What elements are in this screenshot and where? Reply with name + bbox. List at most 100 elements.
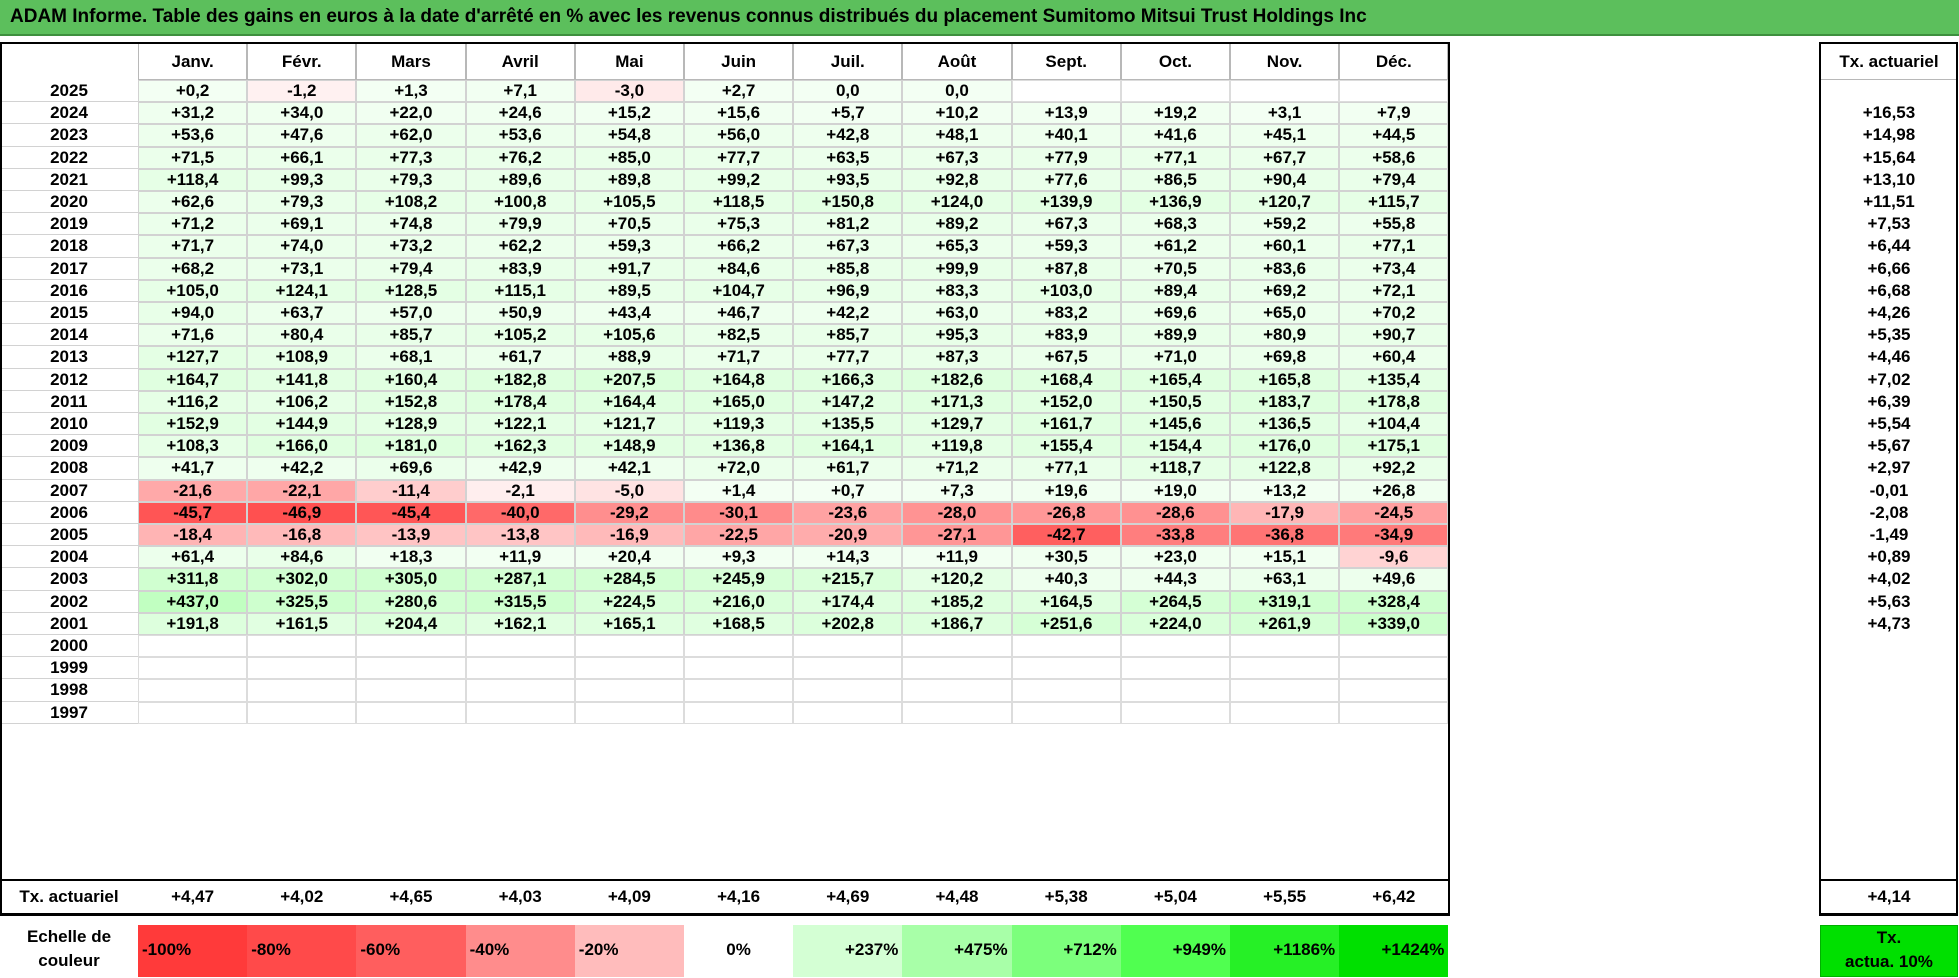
table-cell[interactable]: -3,0 bbox=[574, 80, 684, 103]
table-cell[interactable] bbox=[1120, 657, 1230, 680]
table-cell[interactable]: +61,7 bbox=[465, 346, 575, 369]
table-cell[interactable]: -20,9 bbox=[793, 524, 903, 547]
table-cell[interactable]: +65,3 bbox=[902, 235, 1012, 258]
table-cell[interactable]: +185,2 bbox=[902, 590, 1012, 613]
table-cell[interactable]: +68,2 bbox=[138, 257, 248, 280]
table-cell[interactable]: +305,0 bbox=[356, 568, 466, 591]
table-cell[interactable]: +75,3 bbox=[684, 213, 794, 236]
table-cell[interactable]: +176,0 bbox=[1230, 435, 1340, 458]
table-cell[interactable]: -9,6 bbox=[1339, 546, 1449, 569]
table-cell[interactable]: +41,6 bbox=[1120, 124, 1230, 147]
table-cell[interactable]: +144,9 bbox=[247, 413, 357, 436]
table-cell[interactable]: +216,0 bbox=[684, 590, 794, 613]
table-cell[interactable]: -11,4 bbox=[356, 479, 466, 502]
table-cell[interactable]: +42,1 bbox=[574, 457, 684, 480]
table-cell[interactable]: +77,6 bbox=[1011, 168, 1121, 191]
table-cell[interactable]: +178,4 bbox=[465, 390, 575, 413]
table-cell[interactable]: +148,9 bbox=[574, 435, 684, 458]
table-cell[interactable]: +69,8 bbox=[1230, 346, 1340, 369]
table-cell[interactable]: +115,7 bbox=[1339, 191, 1449, 214]
table-cell[interactable] bbox=[138, 679, 248, 702]
table-cell[interactable]: +90,4 bbox=[1230, 168, 1340, 191]
table-cell[interactable]: +61,4 bbox=[138, 546, 248, 569]
table-cell[interactable]: +89,2 bbox=[902, 213, 1012, 236]
table-cell[interactable]: +7,9 bbox=[1339, 102, 1449, 125]
table-cell[interactable]: +165,1 bbox=[574, 612, 684, 635]
table-cell[interactable]: +135,5 bbox=[793, 413, 903, 436]
table-cell[interactable]: +62,2 bbox=[465, 235, 575, 258]
table-cell[interactable]: +319,1 bbox=[1230, 590, 1340, 613]
table-cell[interactable]: +63,0 bbox=[902, 302, 1012, 325]
table-cell[interactable]: +73,2 bbox=[356, 235, 466, 258]
table-cell[interactable]: +71,7 bbox=[138, 235, 248, 258]
table-cell[interactable]: -26,8 bbox=[1011, 501, 1121, 524]
table-cell[interactable] bbox=[1339, 701, 1449, 724]
table-cell[interactable]: +7,1 bbox=[465, 80, 575, 103]
table-cell[interactable]: +55,8 bbox=[1339, 213, 1449, 236]
table-cell[interactable]: +108,2 bbox=[356, 191, 466, 214]
table-cell[interactable]: +14,3 bbox=[793, 546, 903, 569]
table-cell[interactable]: +139,9 bbox=[1011, 191, 1121, 214]
table-cell[interactable]: +311,8 bbox=[138, 568, 248, 591]
table-cell[interactable]: +224,0 bbox=[1120, 612, 1230, 635]
table-cell[interactable] bbox=[1011, 679, 1121, 702]
table-cell[interactable]: +45,1 bbox=[1230, 124, 1340, 147]
table-cell[interactable]: +315,5 bbox=[465, 590, 575, 613]
table-cell[interactable]: +245,9 bbox=[684, 568, 794, 591]
table-cell[interactable]: -34,9 bbox=[1339, 524, 1449, 547]
table-cell[interactable]: +147,2 bbox=[793, 390, 903, 413]
table-cell[interactable]: +92,8 bbox=[902, 168, 1012, 191]
table-cell[interactable]: +91,7 bbox=[574, 257, 684, 280]
table-cell[interactable]: +10,2 bbox=[902, 102, 1012, 125]
table-cell[interactable] bbox=[356, 679, 466, 702]
table-cell[interactable]: +264,5 bbox=[1120, 590, 1230, 613]
table-cell[interactable] bbox=[1120, 701, 1230, 724]
table-cell[interactable]: -45,7 bbox=[138, 501, 248, 524]
table-cell[interactable]: +85,7 bbox=[356, 324, 466, 347]
table-cell[interactable]: -28,0 bbox=[902, 501, 1012, 524]
table-cell[interactable] bbox=[574, 635, 684, 658]
table-cell[interactable]: +89,9 bbox=[1120, 324, 1230, 347]
table-cell[interactable]: +79,3 bbox=[356, 168, 466, 191]
table-cell[interactable]: +54,8 bbox=[574, 124, 684, 147]
table-cell[interactable]: +121,7 bbox=[574, 413, 684, 436]
table-cell[interactable] bbox=[247, 635, 357, 658]
table-cell[interactable]: -30,1 bbox=[684, 501, 794, 524]
table-cell[interactable]: +2,7 bbox=[684, 80, 794, 103]
table-cell[interactable]: -13,9 bbox=[356, 524, 466, 547]
table-cell[interactable]: 0,0 bbox=[902, 80, 1012, 103]
table-cell[interactable]: +120,7 bbox=[1230, 191, 1340, 214]
table-cell[interactable]: +26,8 bbox=[1339, 479, 1449, 502]
table-cell[interactable]: +9,3 bbox=[684, 546, 794, 569]
table-cell[interactable]: +124,1 bbox=[247, 279, 357, 302]
table-cell[interactable]: +20,4 bbox=[574, 546, 684, 569]
table-cell[interactable]: +165,8 bbox=[1230, 368, 1340, 391]
table-cell[interactable] bbox=[465, 635, 575, 658]
table-cell[interactable]: +11,9 bbox=[465, 546, 575, 569]
table-cell[interactable]: +174,4 bbox=[793, 590, 903, 613]
table-cell[interactable]: +69,6 bbox=[356, 457, 466, 480]
table-cell[interactable]: +85,7 bbox=[793, 324, 903, 347]
table-cell[interactable]: +108,9 bbox=[247, 346, 357, 369]
table-cell[interactable]: +162,1 bbox=[465, 612, 575, 635]
table-cell[interactable]: +154,4 bbox=[1120, 435, 1230, 458]
table-cell[interactable]: +437,0 bbox=[138, 590, 248, 613]
table-cell[interactable]: +42,2 bbox=[247, 457, 357, 480]
table-cell[interactable]: +115,1 bbox=[465, 279, 575, 302]
table-cell[interactable]: +202,8 bbox=[793, 612, 903, 635]
table-cell[interactable]: +82,5 bbox=[684, 324, 794, 347]
table-cell[interactable]: +191,8 bbox=[138, 612, 248, 635]
table-cell[interactable]: +162,3 bbox=[465, 435, 575, 458]
table-cell[interactable]: +224,5 bbox=[574, 590, 684, 613]
table-cell[interactable] bbox=[356, 657, 466, 680]
table-cell[interactable]: +135,4 bbox=[1339, 368, 1449, 391]
table-cell[interactable]: +65,0 bbox=[1230, 302, 1340, 325]
table-cell[interactable]: +116,2 bbox=[138, 390, 248, 413]
table-cell[interactable]: +74,0 bbox=[247, 235, 357, 258]
table-cell[interactable]: +124,0 bbox=[902, 191, 1012, 214]
table-cell[interactable]: +77,7 bbox=[793, 346, 903, 369]
table-cell[interactable]: +79,4 bbox=[1339, 168, 1449, 191]
table-cell[interactable]: +34,0 bbox=[247, 102, 357, 125]
table-cell[interactable]: +119,3 bbox=[684, 413, 794, 436]
table-cell[interactable]: +339,0 bbox=[1339, 612, 1449, 635]
